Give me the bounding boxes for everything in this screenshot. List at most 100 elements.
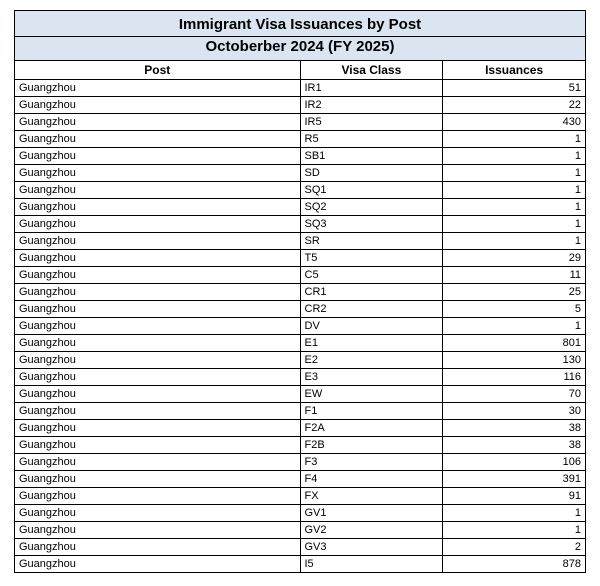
- cell-issuances: 30: [443, 403, 586, 420]
- cell-issuances: 51: [443, 80, 586, 97]
- cell-issuances: 878: [443, 556, 586, 573]
- cell-visa-class: IR2: [300, 97, 443, 114]
- cell-issuances: 38: [443, 437, 586, 454]
- table-row: GuangzhouE1801: [15, 335, 586, 352]
- table-row: GuangzhouF3106: [15, 454, 586, 471]
- cell-visa-class: F2B: [300, 437, 443, 454]
- table-row: GuangzhouT529: [15, 250, 586, 267]
- table-row: GuangzhouE2130: [15, 352, 586, 369]
- cell-visa-class: IR1: [300, 80, 443, 97]
- table-subtitle: Octoberber 2024 (FY 2025): [15, 37, 586, 61]
- cell-post: Guangzhou: [15, 488, 301, 505]
- cell-post: Guangzhou: [15, 386, 301, 403]
- cell-visa-class: CR2: [300, 301, 443, 318]
- cell-post: Guangzhou: [15, 318, 301, 335]
- table-row: GuangzhouSD1: [15, 165, 586, 182]
- cell-post: Guangzhou: [15, 539, 301, 556]
- cell-visa-class: SD: [300, 165, 443, 182]
- cell-visa-class: F2A: [300, 420, 443, 437]
- cell-visa-class: GV3: [300, 539, 443, 556]
- table-row: GuangzhouSQ11: [15, 182, 586, 199]
- cell-visa-class: F4: [300, 471, 443, 488]
- cell-issuances: 801: [443, 335, 586, 352]
- cell-visa-class: SR: [300, 233, 443, 250]
- cell-issuances: 5: [443, 301, 586, 318]
- cell-post: Guangzhou: [15, 250, 301, 267]
- cell-post: Guangzhou: [15, 97, 301, 114]
- cell-visa-class: IR5: [300, 114, 443, 131]
- col-header-issuances: Issuances: [443, 61, 586, 80]
- table-row: GuangzhouF2B38: [15, 437, 586, 454]
- cell-visa-class: C5: [300, 267, 443, 284]
- cell-visa-class: EW: [300, 386, 443, 403]
- cell-visa-class: GV1: [300, 505, 443, 522]
- cell-post: Guangzhou: [15, 301, 301, 318]
- cell-post: Guangzhou: [15, 131, 301, 148]
- table-row: GuangzhouDV1: [15, 318, 586, 335]
- cell-post: Guangzhou: [15, 148, 301, 165]
- cell-post: Guangzhou: [15, 199, 301, 216]
- cell-issuances: 29: [443, 250, 586, 267]
- table-row: GuangzhouGV11: [15, 505, 586, 522]
- cell-post: Guangzhou: [15, 165, 301, 182]
- cell-post: Guangzhou: [15, 233, 301, 250]
- table-body: GuangzhouIR151GuangzhouIR222GuangzhouIR5…: [15, 80, 586, 573]
- cell-issuances: 2: [443, 539, 586, 556]
- visa-table: Immigrant Visa Issuances by Post October…: [14, 10, 586, 573]
- cell-issuances: 391: [443, 471, 586, 488]
- table-row: GuangzhouCR25: [15, 301, 586, 318]
- cell-visa-class: T5: [300, 250, 443, 267]
- cell-issuances: 1: [443, 233, 586, 250]
- cell-post: Guangzhou: [15, 369, 301, 386]
- table-row: GuangzhouR51: [15, 131, 586, 148]
- cell-visa-class: SQ3: [300, 216, 443, 233]
- cell-issuances: 25: [443, 284, 586, 301]
- cell-post: Guangzhou: [15, 352, 301, 369]
- table-row: GuangzhouCR125: [15, 284, 586, 301]
- cell-issuances: 1: [443, 148, 586, 165]
- cell-issuances: 116: [443, 369, 586, 386]
- cell-post: Guangzhou: [15, 437, 301, 454]
- cell-post: Guangzhou: [15, 505, 301, 522]
- page: Immigrant Visa Issuances by Post October…: [0, 0, 600, 586]
- cell-post: Guangzhou: [15, 556, 301, 573]
- cell-visa-class: DV: [300, 318, 443, 335]
- cell-post: Guangzhou: [15, 267, 301, 284]
- cell-issuances: 1: [443, 505, 586, 522]
- title-row: Immigrant Visa Issuances by Post: [15, 11, 586, 37]
- column-header-row: Post Visa Class Issuances: [15, 61, 586, 80]
- cell-issuances: 70: [443, 386, 586, 403]
- cell-issuances: 1: [443, 182, 586, 199]
- cell-visa-class: E3: [300, 369, 443, 386]
- cell-post: Guangzhou: [15, 80, 301, 97]
- cell-visa-class: GV2: [300, 522, 443, 539]
- cell-post: Guangzhou: [15, 454, 301, 471]
- cell-visa-class: I5: [300, 556, 443, 573]
- cell-issuances: 91: [443, 488, 586, 505]
- cell-issuances: 22: [443, 97, 586, 114]
- cell-post: Guangzhou: [15, 420, 301, 437]
- cell-visa-class: E1: [300, 335, 443, 352]
- cell-visa-class: R5: [300, 131, 443, 148]
- cell-visa-class: SB1: [300, 148, 443, 165]
- cell-visa-class: CR1: [300, 284, 443, 301]
- table-row: GuangzhouC511: [15, 267, 586, 284]
- cell-visa-class: FX: [300, 488, 443, 505]
- table-row: GuangzhouIR151: [15, 80, 586, 97]
- cell-visa-class: F1: [300, 403, 443, 420]
- cell-post: Guangzhou: [15, 403, 301, 420]
- table-row: GuangzhouSR1: [15, 233, 586, 250]
- table-row: GuangzhouF4391: [15, 471, 586, 488]
- cell-issuances: 1: [443, 165, 586, 182]
- table-row: GuangzhouIR222: [15, 97, 586, 114]
- col-header-post: Post: [15, 61, 301, 80]
- table-row: GuangzhouGV21: [15, 522, 586, 539]
- table-row: GuangzhouIR5430: [15, 114, 586, 131]
- table-row: GuangzhouF130: [15, 403, 586, 420]
- table-row: GuangzhouSQ31: [15, 216, 586, 233]
- subtitle-row: Octoberber 2024 (FY 2025): [15, 37, 586, 61]
- table-row: GuangzhouGV32: [15, 539, 586, 556]
- table-title: Immigrant Visa Issuances by Post: [15, 11, 586, 37]
- cell-visa-class: SQ2: [300, 199, 443, 216]
- cell-issuances: 1: [443, 199, 586, 216]
